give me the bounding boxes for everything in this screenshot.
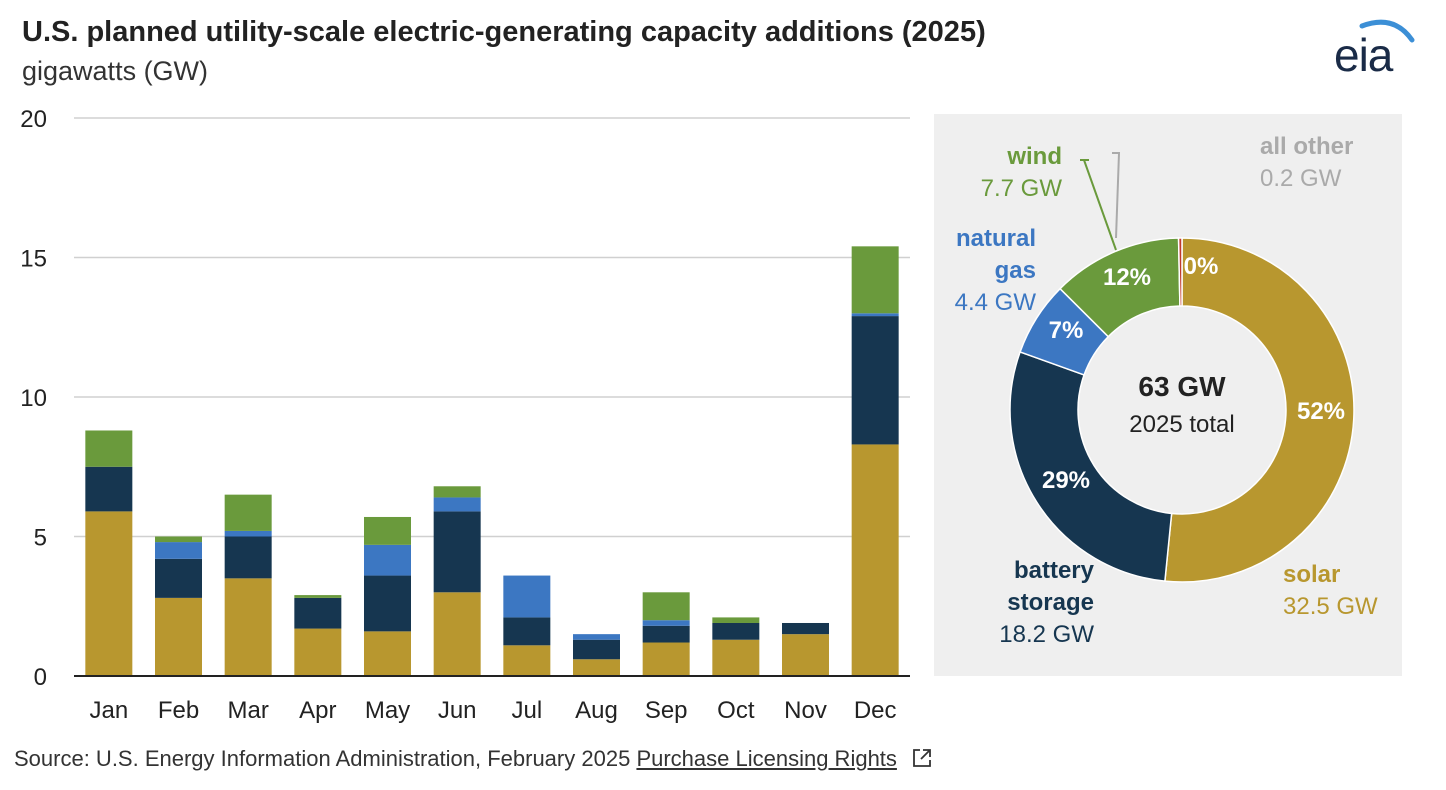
bar-solar-may	[364, 631, 411, 676]
bar-natural-gas-jun	[433, 497, 481, 512]
donut-label-battery-storage: battery	[1014, 557, 1095, 584]
source-line: Source: U.S. Energy Information Administ…	[14, 746, 933, 772]
external-link-icon[interactable]	[911, 747, 933, 769]
x-tick-label: Oct	[717, 697, 755, 724]
donut-label-all-other: all other	[1260, 133, 1353, 160]
bar-wind-dec	[851, 246, 899, 314]
donut-slice-battery-storage	[1009, 351, 1173, 582]
bar-battery-storage-jul	[503, 617, 551, 646]
bar-natural-gas-mar	[224, 530, 272, 537]
y-tick-label: 20	[20, 106, 47, 133]
bar-solar-aug	[573, 659, 620, 676]
donut-value-battery-storage: 18.2 GW	[999, 621, 1094, 648]
bar-solar-feb	[155, 597, 202, 676]
bar-natural-gas-may	[364, 544, 411, 576]
donut-chart: 52% 29% 7% 12% 0% 63 GW 2025 total solar 32.5 GW…	[955, 133, 1378, 648]
donut-percent-battery-storage: 29%	[1042, 467, 1090, 494]
logo-text: eia	[1334, 29, 1393, 81]
x-tick-label: Jul	[511, 697, 542, 724]
donut-value-wind: 7.7 GW	[981, 175, 1063, 202]
x-tick-label: Jan	[89, 697, 128, 724]
leader-line-wind	[1083, 159, 1117, 251]
x-tick-label: Dec	[854, 697, 897, 724]
bar-natural-gas-dec	[851, 313, 899, 317]
bar-wind-feb	[155, 536, 202, 543]
bar-battery-storage-jan	[85, 466, 133, 512]
bar-solar-apr	[294, 628, 342, 676]
donut-label-battery-storage: storage	[1007, 589, 1094, 616]
x-tick-label: Aug	[575, 697, 618, 724]
bar-solar-sep	[642, 642, 690, 676]
bar-battery-storage-dec	[851, 316, 899, 445]
x-tick-label: Sep	[645, 697, 688, 724]
donut-label-wind: wind	[1006, 143, 1062, 170]
y-tick-label: 5	[34, 525, 47, 552]
bar-battery-storage-feb	[155, 558, 202, 598]
monthly-bar-chart: 0 5 10 15 20 Jan Feb Mar Apr May Jun Jul Aug Sep Oct No…	[20, 106, 910, 724]
eia-logo: eia	[1332, 14, 1420, 81]
bar-solar-nov	[782, 634, 829, 676]
bar-solar-jan	[85, 511, 133, 676]
bar-solar-jun	[433, 592, 481, 676]
bar-wind-mar	[224, 494, 272, 531]
donut-center-value: 63 GW	[1138, 371, 1226, 402]
bar-natural-gas-sep	[642, 620, 690, 626]
x-tick-label: May	[365, 697, 410, 724]
bar-battery-storage-apr	[294, 597, 342, 629]
donut-percent-natural-gas: 7%	[1049, 317, 1084, 344]
bar-battery-storage-sep	[642, 625, 690, 643]
bar-wind-may	[364, 516, 411, 545]
x-tick-label: Mar	[227, 697, 268, 724]
donut-percent-wind: 12%	[1103, 264, 1151, 291]
chart-subtitle: gigawatts (GW)	[22, 56, 209, 86]
donut-label-solar: solar	[1283, 561, 1340, 588]
bar-battery-storage-mar	[224, 536, 272, 579]
donut-center-label: 2025 total	[1129, 411, 1234, 438]
bar-solar-oct	[712, 639, 760, 676]
bar-wind-apr	[294, 595, 342, 598]
bar-wind-jan	[85, 430, 133, 467]
donut-percent-solar: 52%	[1297, 398, 1345, 425]
bar-natural-gas-jul	[503, 575, 551, 618]
bar-wind-sep	[642, 592, 690, 621]
x-tick-label: Jun	[438, 697, 477, 724]
x-tick-label: Nov	[784, 697, 827, 724]
x-tick-label: Apr	[299, 697, 336, 724]
donut-value-solar: 32.5 GW	[1283, 593, 1378, 620]
bar-battery-storage-nov	[782, 622, 829, 635]
bar-wind-jun	[433, 486, 481, 498]
logo-swoosh-icon	[1359, 19, 1415, 43]
bar-natural-gas-aug	[573, 634, 620, 640]
donut-slice-all-other	[1177, 237, 1183, 307]
bar-battery-storage-oct	[712, 622, 760, 640]
donut-slice-solar	[1164, 237, 1355, 583]
bar-battery-storage-aug	[573, 639, 620, 660]
donut-value-natural-gas: 4.4 GW	[955, 289, 1037, 316]
leader-line-all-other	[1112, 152, 1121, 239]
bar-solar-dec	[851, 444, 899, 676]
source-text: Source: U.S. Energy Information Administ…	[14, 746, 631, 771]
bar-battery-storage-may	[364, 575, 411, 632]
chart-title: U.S. planned utility-scale electric-gene…	[22, 16, 986, 48]
bar-battery-storage-jun	[433, 511, 481, 593]
bar-solar-jul	[503, 645, 551, 676]
bar-wind-oct	[712, 617, 760, 623]
y-tick-label: 10	[20, 385, 47, 412]
bar-solar-mar	[224, 578, 272, 676]
y-tick-label: 15	[20, 246, 47, 273]
donut-value-all-other: 0.2 GW	[1260, 165, 1342, 192]
donut-label-natural-gas: gas	[995, 257, 1036, 284]
x-tick-label: Feb	[158, 697, 199, 724]
donut-percent-all-other: 0%	[1184, 253, 1219, 280]
purchase-licensing-link[interactable]: Purchase Licensing Rights	[636, 746, 897, 771]
donut-label-natural-gas: natural	[956, 225, 1036, 252]
bar-natural-gas-feb	[155, 542, 202, 559]
y-tick-label: 0	[34, 664, 47, 691]
